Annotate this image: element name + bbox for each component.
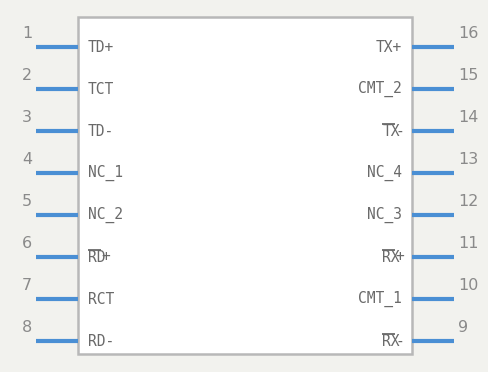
Text: +: +	[101, 250, 110, 264]
Text: -: -	[395, 334, 404, 349]
Text: 5: 5	[22, 194, 32, 209]
Text: CMT_2: CMT_2	[358, 81, 402, 97]
Text: -: -	[395, 124, 404, 138]
Text: 9: 9	[458, 320, 468, 335]
Text: 3: 3	[22, 110, 32, 125]
Text: CMT_1: CMT_1	[358, 291, 402, 307]
Text: 13: 13	[458, 152, 478, 167]
Text: 7: 7	[22, 278, 32, 293]
Text: 2: 2	[22, 68, 32, 83]
Text: 14: 14	[458, 110, 478, 125]
Text: NC_4: NC_4	[367, 165, 402, 181]
Text: 6: 6	[22, 236, 32, 251]
Text: 4: 4	[22, 152, 32, 167]
Text: RX: RX	[383, 250, 400, 264]
Text: 1: 1	[22, 26, 32, 41]
Text: NC_3: NC_3	[367, 207, 402, 223]
Text: 8: 8	[22, 320, 32, 335]
Text: 15: 15	[458, 68, 478, 83]
Text: RD-: RD-	[88, 334, 114, 349]
Text: TD-: TD-	[88, 124, 114, 138]
Text: RD: RD	[88, 250, 105, 264]
Bar	[78, 17, 412, 354]
Text: NC_2: NC_2	[88, 207, 123, 223]
Text: 10: 10	[458, 278, 478, 293]
Text: TD+: TD+	[88, 39, 114, 55]
Text: 11: 11	[458, 236, 479, 251]
Text: TX: TX	[383, 124, 400, 138]
Text: RCT: RCT	[88, 292, 114, 307]
Text: 16: 16	[458, 26, 478, 41]
Text: RX: RX	[383, 334, 400, 349]
Text: NC_1: NC_1	[88, 165, 123, 181]
Text: 12: 12	[458, 194, 478, 209]
Text: +: +	[395, 250, 404, 264]
Text: TX+: TX+	[376, 39, 402, 55]
Text: TCT: TCT	[88, 81, 114, 96]
